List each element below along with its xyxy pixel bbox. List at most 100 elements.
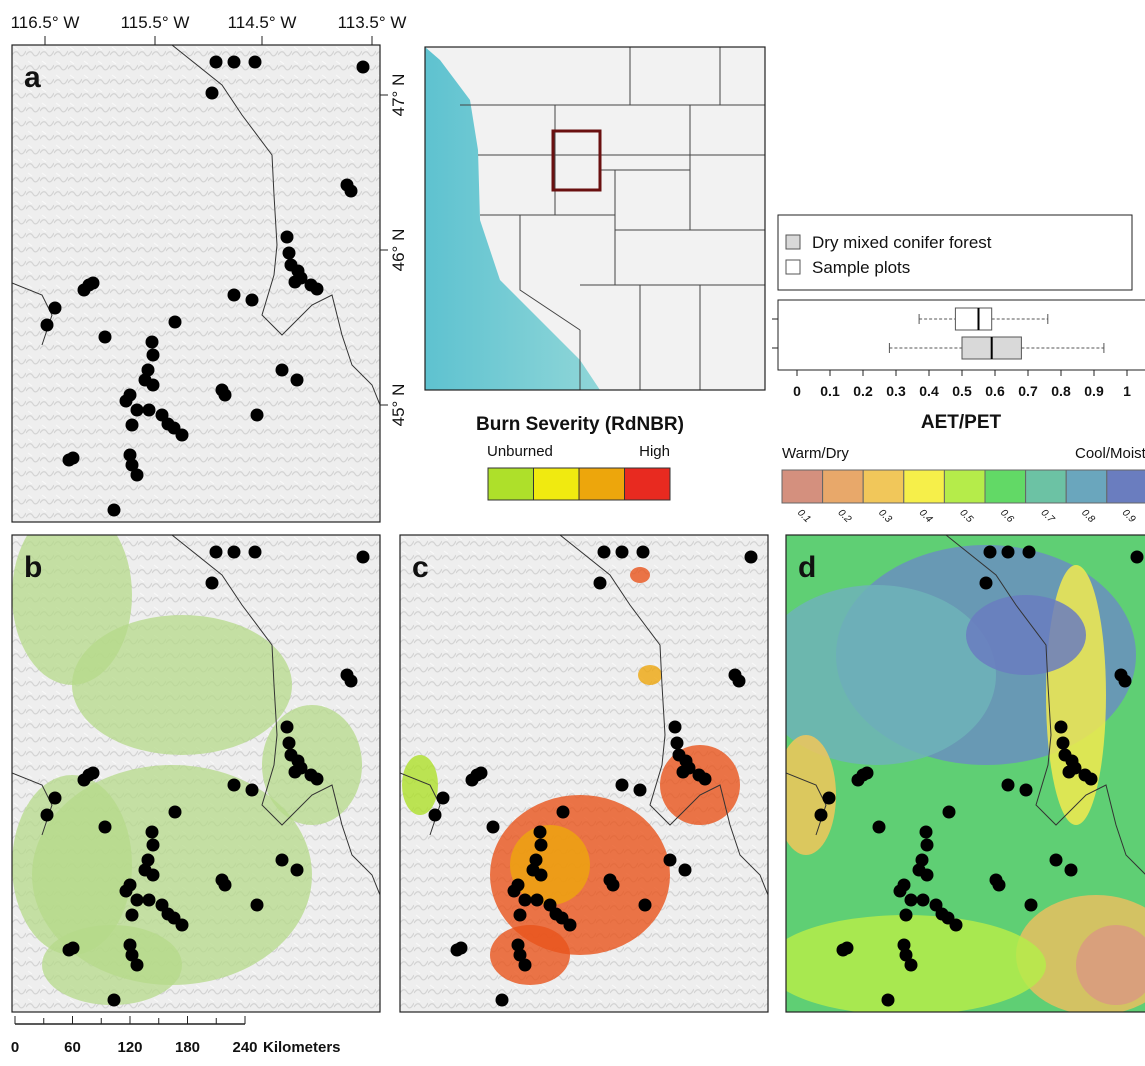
burn-class [625, 468, 671, 500]
sample-plot [671, 737, 684, 750]
burn-patch [638, 665, 662, 685]
sample-plot [616, 546, 629, 559]
x-tick-label: 0.1 [820, 383, 840, 399]
sample-plot [249, 56, 262, 69]
sample-plot [1055, 721, 1068, 734]
sample-plot [455, 942, 468, 955]
sample-plot [677, 766, 690, 779]
forest-patch [42, 925, 182, 1005]
aet-class-label: 0.1 [795, 507, 813, 525]
sample-plot [900, 909, 913, 922]
sample-plot [745, 551, 758, 564]
aet-high-label: Cool/Moist [1075, 445, 1145, 462]
panel-label: a [24, 61, 41, 94]
sample-plot [126, 909, 139, 922]
sample-plot [143, 894, 156, 907]
sample-plot [921, 869, 934, 882]
sample-plot [943, 806, 956, 819]
sample-plot [841, 942, 854, 955]
aet-class [1107, 470, 1145, 503]
panel-label: d [798, 551, 816, 584]
sample-plot [345, 675, 358, 688]
aet-class-label: 0.5 [957, 507, 975, 525]
sample-plot [357, 551, 370, 564]
sample-plot [594, 577, 607, 590]
sample-plot [639, 899, 652, 912]
lat-label: 46° N [389, 229, 408, 272]
panel-label: b [24, 551, 42, 584]
aet-class-label: 0.3 [876, 507, 894, 525]
sample-plot [228, 289, 241, 302]
figure: abcd116.5° W115.5° W114.5° W113.5° W47° … [0, 0, 1145, 1061]
sample-plot [873, 821, 886, 834]
sample-plot [291, 864, 304, 877]
sample-plot [41, 319, 54, 332]
sample-plot [289, 766, 302, 779]
sample-plot [514, 909, 527, 922]
sample-plot [131, 404, 144, 417]
sample-plot [126, 419, 139, 432]
forest-patch [72, 615, 292, 755]
sample-plot [1119, 675, 1132, 688]
sample-plot [276, 364, 289, 377]
sample-plot [131, 469, 144, 482]
sample-plot [564, 919, 577, 932]
legend-frame [778, 215, 1132, 290]
sample-plot [228, 56, 241, 69]
burn-patch [402, 755, 438, 815]
sample-plot [49, 302, 62, 315]
sample-plot [519, 959, 532, 972]
sample-plot [429, 809, 442, 822]
x-tick-label: 0.6 [985, 383, 1005, 399]
scale-label: 120 [117, 1039, 142, 1056]
sample-plot [634, 784, 647, 797]
legend-label: Dry mixed conifer forest [812, 233, 992, 252]
sample-plot [146, 826, 159, 839]
lon-label: 114.5° W [228, 13, 297, 32]
sample-plot [1002, 546, 1015, 559]
sample-plot [210, 546, 223, 559]
panel-label: c [412, 551, 429, 584]
sample-plot [534, 826, 547, 839]
sample-plot [108, 504, 121, 517]
sample-plot [67, 452, 80, 465]
sample-plot [357, 61, 370, 74]
scale-unit: Kilometers [263, 1039, 341, 1056]
sample-plot [228, 546, 241, 559]
aet-class [1026, 470, 1067, 503]
aet-zone [966, 595, 1086, 675]
sample-plot [219, 389, 232, 402]
sample-plot [984, 546, 997, 559]
sample-plot [147, 349, 160, 362]
aet-class [985, 470, 1026, 503]
sample-plot [1025, 899, 1038, 912]
aet-class [904, 470, 945, 503]
sample-plot [1085, 773, 1098, 786]
sample-plot [637, 546, 650, 559]
aet-class [782, 470, 823, 503]
aet-class-label: 0.4 [917, 507, 935, 525]
sample-plot [535, 839, 548, 852]
map-panel: c [400, 535, 768, 1012]
burn-class [534, 468, 580, 500]
sample-plot [276, 854, 289, 867]
sample-plot [1065, 864, 1078, 877]
sample-plot [41, 809, 54, 822]
aet-class [944, 470, 985, 503]
sample-plot [249, 546, 262, 559]
sample-plot [535, 869, 548, 882]
sample-plot [108, 994, 121, 1007]
sample-plot [815, 809, 828, 822]
x-tick-label: 1 [1123, 383, 1131, 399]
x-tick-label: 0.7 [1018, 383, 1038, 399]
x-tick-label: 0.4 [919, 383, 939, 399]
burn-high-label: High [639, 443, 670, 460]
sample-plot [283, 737, 296, 750]
lon-label: 115.5° W [121, 13, 190, 32]
sample-plot [531, 894, 544, 907]
map-content [12, 45, 380, 522]
sample-plot [251, 899, 264, 912]
sample-plot [920, 826, 933, 839]
sample-plot [169, 806, 182, 819]
sample-plot [679, 864, 692, 877]
